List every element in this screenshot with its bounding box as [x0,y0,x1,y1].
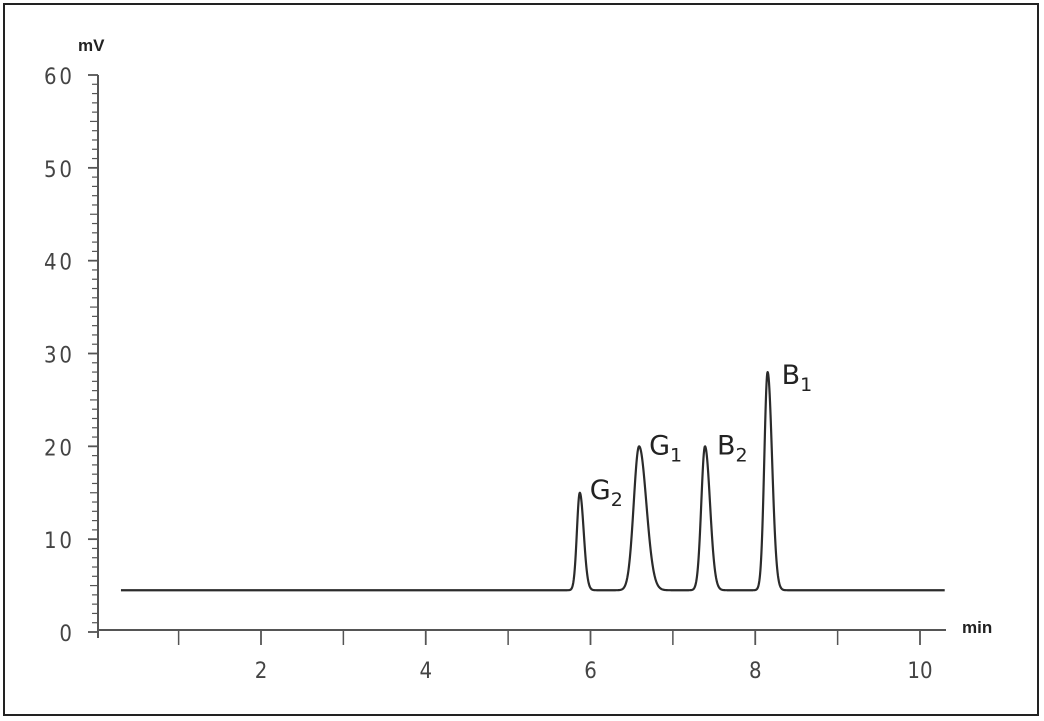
chart-frame [3,3,1039,716]
peak-label-g2: G2 [590,475,623,511]
chromatogram-trace [120,370,946,592]
y-axis-unit-label: mV [78,36,105,55]
x-axis-unit-label: min [962,618,992,637]
x-tick-label: 2 [255,659,268,684]
y-axis: 0 10 20 30 40 50 60 [44,65,99,647]
x-tick-label: 6 [584,659,597,684]
y-tick-label: 0 [59,622,72,647]
y-tick-label: 40 [44,251,72,276]
y-tick-label: 60 [44,65,72,90]
peak-label-b2: B2 [717,430,748,466]
y-tick-label: 30 [44,344,72,369]
x-axis: 2 4 6 8 10 [98,629,946,684]
y-tick-label: 50 [44,158,72,183]
peak-label-g1: G1 [649,430,682,466]
peak-label-b1: B1 [782,360,813,396]
x-tick-label: 10 [907,659,932,684]
x-tick-label: 4 [419,659,432,684]
peak-labels: G2 G1 B2 B1 [590,360,812,511]
y-tick-label: 10 [44,529,72,554]
y-tick-label: 20 [44,436,72,461]
x-tick-label: 8 [749,659,762,684]
